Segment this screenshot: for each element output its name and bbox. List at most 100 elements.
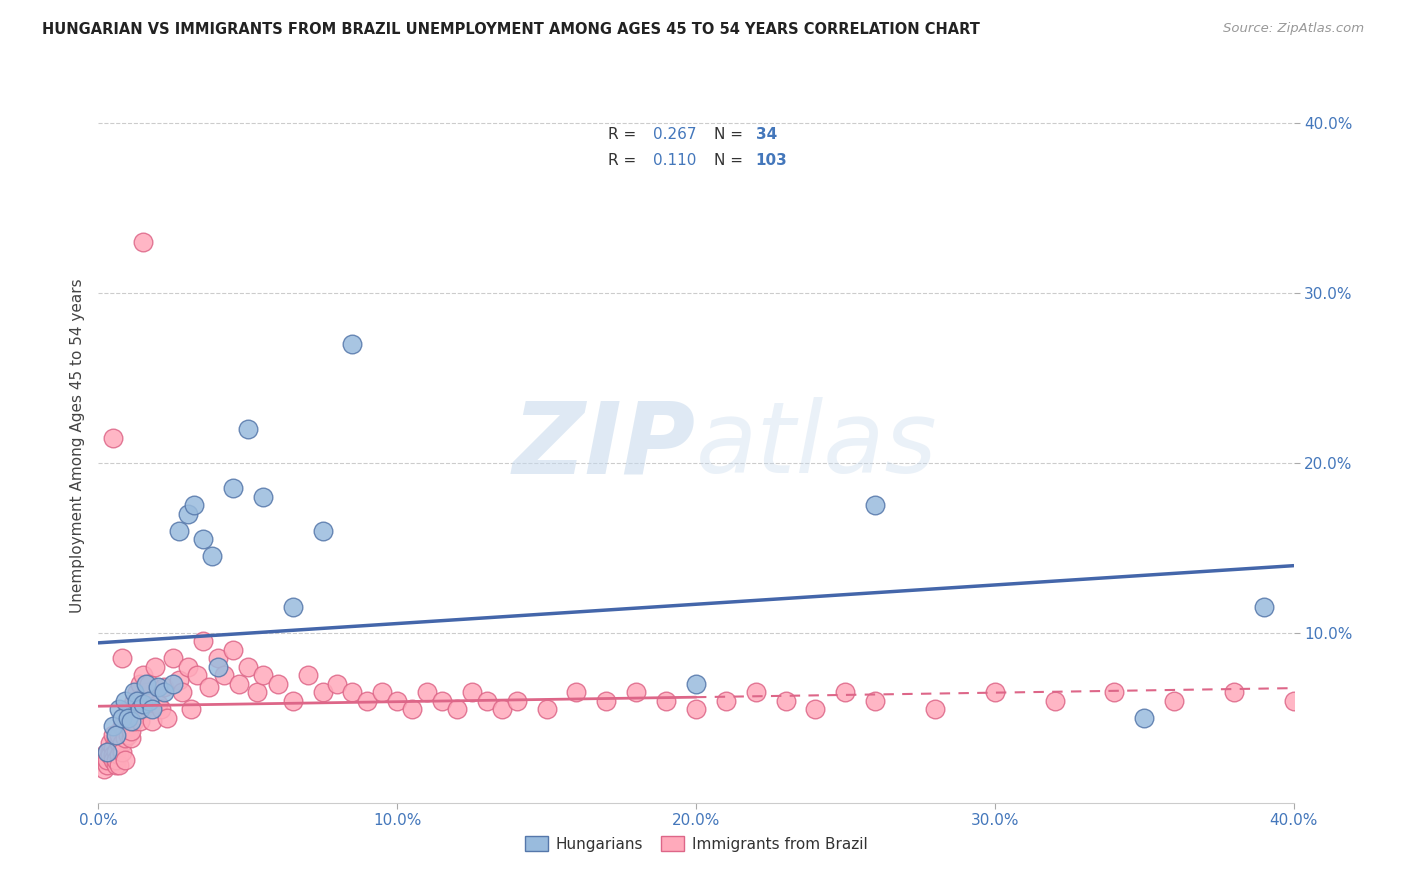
- Point: [124, 694, 146, 708]
- Point: [506, 694, 529, 708]
- Point: [117, 702, 139, 716]
- Text: R =: R =: [609, 153, 647, 169]
- Point: [177, 507, 200, 521]
- Point: [775, 694, 797, 708]
- Point: [105, 758, 128, 772]
- Point: [96, 753, 118, 767]
- Text: HUNGARIAN VS IMMIGRANTS FROM BRAZIL UNEMPLOYMENT AMONG AGES 45 TO 54 YEARS CORRE: HUNGARIAN VS IMMIGRANTS FROM BRAZIL UNEM…: [42, 22, 980, 37]
- Point: [96, 758, 118, 772]
- Point: [103, 430, 125, 444]
- Point: [865, 694, 887, 708]
- Point: [401, 702, 423, 716]
- Point: [167, 524, 190, 538]
- Point: [129, 714, 152, 729]
- Point: [416, 685, 439, 699]
- Text: N =: N =: [714, 153, 748, 169]
- Point: [138, 677, 160, 691]
- Point: [461, 685, 484, 699]
- Point: [311, 685, 333, 699]
- Point: [311, 524, 333, 538]
- Point: [93, 748, 115, 763]
- Point: [98, 736, 122, 750]
- Point: [281, 694, 304, 708]
- Point: [132, 698, 155, 712]
- Point: [124, 714, 146, 729]
- Point: [865, 499, 887, 513]
- Point: [1282, 694, 1305, 708]
- Point: [162, 651, 184, 665]
- Point: [198, 680, 221, 694]
- Point: [114, 731, 136, 746]
- Point: [114, 753, 136, 767]
- Point: [108, 758, 131, 772]
- Point: [111, 719, 134, 733]
- Point: [127, 702, 149, 716]
- Point: [135, 694, 157, 708]
- Point: [141, 714, 163, 729]
- Point: [120, 731, 142, 746]
- Point: [222, 482, 245, 496]
- Point: [1223, 685, 1246, 699]
- Point: [103, 748, 125, 763]
- Point: [252, 490, 274, 504]
- Point: [150, 702, 173, 716]
- Point: [138, 694, 160, 708]
- Point: [252, 668, 274, 682]
- Text: atlas: atlas: [696, 398, 938, 494]
- Point: [1253, 600, 1275, 615]
- Point: [475, 694, 498, 708]
- Point: [141, 702, 163, 716]
- Point: [105, 753, 128, 767]
- Point: [685, 677, 707, 691]
- Point: [236, 660, 259, 674]
- Point: [167, 673, 190, 688]
- Point: [129, 702, 152, 716]
- Point: [228, 677, 250, 691]
- Point: [565, 685, 588, 699]
- Point: [924, 702, 946, 716]
- Text: N =: N =: [714, 128, 748, 142]
- Point: [201, 549, 224, 564]
- Text: 0.267: 0.267: [654, 128, 696, 142]
- Point: [96, 745, 118, 759]
- Point: [108, 702, 131, 716]
- Point: [117, 711, 139, 725]
- Point: [124, 685, 146, 699]
- Point: [129, 677, 152, 691]
- Point: [143, 660, 166, 674]
- Point: [105, 745, 128, 759]
- Point: [1043, 694, 1066, 708]
- Point: [148, 680, 170, 694]
- Y-axis label: Unemployment Among Ages 45 to 54 years: Unemployment Among Ages 45 to 54 years: [69, 278, 84, 614]
- Point: [148, 698, 170, 712]
- Point: [111, 745, 134, 759]
- Point: [222, 643, 245, 657]
- Text: ZIP: ZIP: [513, 398, 696, 494]
- Point: [685, 702, 707, 716]
- Point: [1163, 694, 1185, 708]
- Point: [595, 694, 617, 708]
- Point: [120, 714, 142, 729]
- Point: [356, 694, 378, 708]
- Point: [491, 702, 513, 716]
- Point: [191, 634, 214, 648]
- Point: [446, 702, 468, 716]
- Point: [745, 685, 768, 699]
- Point: [117, 728, 139, 742]
- Point: [153, 680, 176, 694]
- Point: [153, 685, 176, 699]
- Point: [98, 745, 122, 759]
- Point: [103, 719, 125, 733]
- Point: [111, 711, 134, 725]
- Point: [186, 668, 208, 682]
- Point: [93, 762, 115, 776]
- Point: [236, 422, 259, 436]
- Point: [191, 533, 214, 547]
- Text: 0.110: 0.110: [654, 153, 696, 169]
- Point: [984, 685, 1007, 699]
- Point: [430, 694, 453, 708]
- Point: [536, 702, 558, 716]
- Point: [172, 685, 194, 699]
- Point: [135, 677, 157, 691]
- Point: [1104, 685, 1126, 699]
